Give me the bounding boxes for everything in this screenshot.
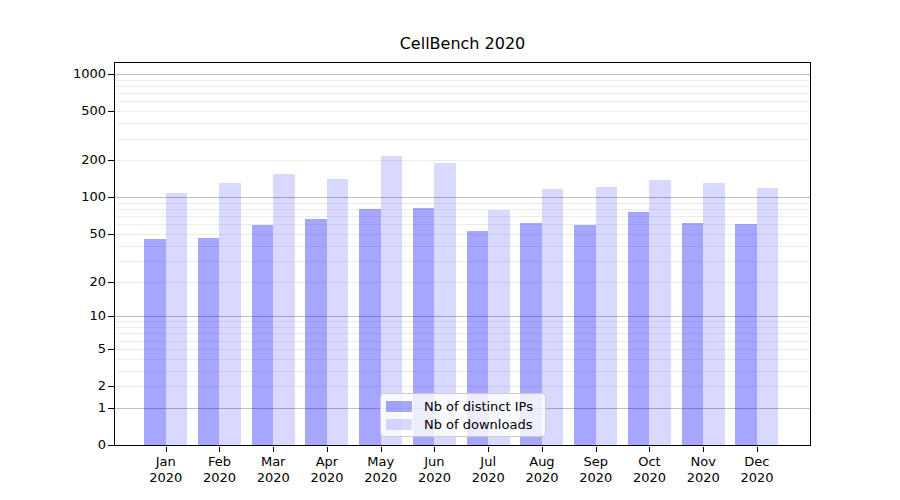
x-tick-mark: [166, 447, 167, 452]
y-tick-label: 1000: [0, 65, 106, 83]
y-tick-mark: [108, 349, 114, 350]
bar-distinct-ips: [682, 223, 704, 445]
y-tick-mark: [108, 386, 114, 387]
x-tick-mark: [488, 447, 489, 452]
x-tick-mark: [381, 447, 382, 452]
y-tick-mark: [108, 316, 114, 317]
y-tick-mark: [108, 74, 114, 75]
minor-gridline: [115, 111, 810, 112]
y-tick-mark: [108, 160, 114, 161]
bar-downloads: [166, 193, 188, 445]
x-tick-mark: [327, 447, 328, 452]
x-tick-mark: [434, 447, 435, 452]
bar-distinct-ips: [628, 212, 650, 445]
bar-distinct-ips: [735, 224, 757, 445]
minor-gridline: [115, 160, 810, 161]
y-tick-mark: [108, 197, 114, 198]
bar-downloads: [649, 180, 671, 445]
x-tick-mark: [649, 447, 650, 452]
minor-gridline: [115, 101, 810, 102]
bar-downloads: [757, 188, 779, 445]
y-tick-label: 50: [0, 225, 106, 243]
bar-downloads: [273, 174, 295, 445]
bar-distinct-ips: [144, 239, 166, 445]
plot-area: [114, 62, 811, 446]
legend-row-distinct-ips: Nb of distinct IPs: [386, 399, 543, 414]
y-tick-mark: [108, 234, 114, 235]
y-tick-label: 200: [0, 151, 106, 169]
y-tick-label: 100: [0, 188, 106, 206]
y-tick-label: 1: [0, 399, 106, 417]
minor-gridline: [115, 139, 810, 140]
figure: CellBench 2020 01251020501002005001000 J…: [0, 0, 900, 500]
legend-swatch-downloads: [386, 419, 412, 430]
x-tick-label-month: Dec: [717, 454, 797, 470]
x-tick-mark: [542, 447, 543, 452]
bar-downloads: [327, 179, 349, 445]
y-tick-label: 5: [0, 340, 106, 358]
bar-downloads: [596, 187, 618, 445]
chart-title: CellBench 2020: [114, 34, 811, 53]
y-tick-label: 0: [0, 436, 106, 454]
minor-gridline: [115, 86, 810, 87]
x-tick-label-year: 2020: [717, 470, 797, 486]
minor-gridline: [115, 80, 810, 81]
bar-downloads: [219, 183, 241, 445]
minor-gridline: [115, 93, 810, 94]
y-tick-mark: [108, 282, 114, 283]
legend-label-distinct-ips: Nb of distinct IPs: [424, 399, 533, 414]
y-tick-mark: [108, 445, 114, 446]
bar-distinct-ips: [305, 219, 327, 445]
minor-gridline: [115, 123, 810, 124]
legend-swatch-distinct-ips: [386, 401, 412, 412]
x-tick-mark: [596, 447, 597, 452]
y-tick-mark: [108, 408, 114, 409]
legend-label-downloads: Nb of downloads: [424, 417, 532, 432]
y-tick-mark: [108, 111, 114, 112]
y-tick-label: 10: [0, 307, 106, 325]
x-tick-label: Dec2020: [717, 454, 797, 486]
x-tick-mark: [273, 447, 274, 452]
major-gridline: [115, 74, 810, 75]
legend: Nb of distinct IPs Nb of downloads: [380, 393, 546, 437]
y-tick-label: 500: [0, 102, 106, 120]
bar-downloads: [703, 183, 725, 445]
y-tick-label: 20: [0, 273, 106, 291]
bar-distinct-ips: [574, 225, 596, 445]
x-tick-mark: [757, 447, 758, 452]
legend-row-downloads: Nb of downloads: [386, 417, 543, 432]
bar-distinct-ips: [252, 225, 274, 445]
bar-distinct-ips: [198, 238, 220, 445]
x-tick-mark: [219, 447, 220, 452]
x-tick-mark: [703, 447, 704, 452]
bar-distinct-ips: [359, 209, 381, 445]
y-tick-label: 2: [0, 377, 106, 395]
